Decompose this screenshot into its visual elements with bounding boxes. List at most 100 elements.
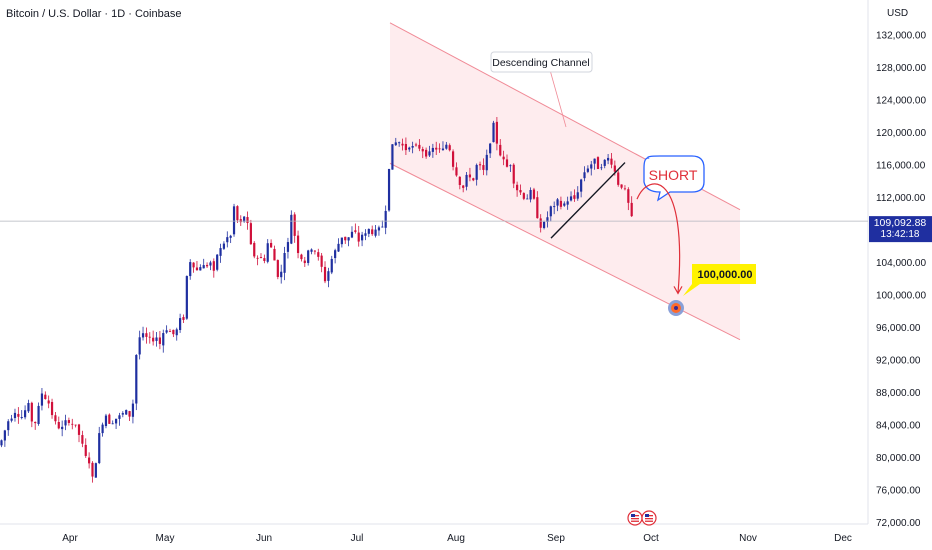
candle-body xyxy=(475,164,478,180)
candle-body xyxy=(526,198,529,200)
candle-body xyxy=(387,168,391,211)
price-axis[interactable]: 72,000.00 76,000.00 80,000.00 84,000.00 88,0… xyxy=(876,31,926,530)
candle-body xyxy=(135,354,138,404)
price-tick-label: 120,000.00 xyxy=(876,128,926,139)
candle-body xyxy=(165,330,168,333)
candle-body xyxy=(384,210,387,228)
candle-body xyxy=(586,168,589,172)
candle-body xyxy=(128,411,131,417)
candle-body xyxy=(381,226,384,228)
price-tick-label: 132,000.00 xyxy=(876,31,926,42)
candle-body xyxy=(485,154,488,171)
time-tick-label: Sep xyxy=(547,533,565,544)
candle-body xyxy=(566,201,569,205)
candle-body xyxy=(576,192,579,199)
candle-body xyxy=(313,250,317,252)
candle-body xyxy=(428,151,431,156)
candle-body xyxy=(451,151,455,167)
candle-body xyxy=(300,254,303,260)
candle-body xyxy=(77,424,81,435)
candle-body xyxy=(152,337,155,342)
candle-body xyxy=(445,144,448,149)
candle-body xyxy=(320,255,323,267)
target-callout[interactable]: 100,000.00 xyxy=(683,264,756,296)
candle-body xyxy=(57,422,60,429)
candle-body xyxy=(580,179,583,192)
candle-body xyxy=(7,421,10,431)
us-flag-icon[interactable] xyxy=(627,510,643,526)
candle-body xyxy=(519,190,522,193)
channel-callout-box[interactable] xyxy=(490,51,593,73)
candle-body xyxy=(505,159,509,167)
candle-body xyxy=(448,145,451,151)
price-tick-label: 124,000.00 xyxy=(876,96,926,107)
candle-body xyxy=(155,337,158,341)
candle-body xyxy=(199,267,202,271)
channel-fill xyxy=(390,22,740,340)
candle-body xyxy=(283,253,286,273)
candle-body xyxy=(263,258,266,261)
candle-body xyxy=(495,121,498,144)
candle-body xyxy=(425,149,428,157)
target-icon[interactable] xyxy=(668,300,684,316)
candle-body xyxy=(431,147,434,152)
candle-body xyxy=(226,237,229,243)
candle-body xyxy=(0,440,3,446)
candle-body xyxy=(64,420,67,426)
candle-body xyxy=(539,218,542,228)
candle-body xyxy=(492,122,495,143)
short-bubble xyxy=(643,155,705,202)
candle-body xyxy=(101,424,104,434)
candle-body xyxy=(290,214,293,244)
price-tick-label: 76,000.00 xyxy=(876,486,921,497)
candle-body xyxy=(627,189,630,203)
candle-body xyxy=(67,420,70,423)
candle-body xyxy=(114,418,118,424)
candle-body xyxy=(502,156,505,160)
projection-arrow[interactable] xyxy=(636,183,681,294)
price-tick-label: 112,000.00 xyxy=(876,193,926,204)
candle-body xyxy=(489,143,492,154)
candle-body xyxy=(276,260,279,277)
candle-body xyxy=(162,333,165,346)
time-tick-label: Apr xyxy=(62,533,78,544)
candle-body xyxy=(71,423,74,425)
candle-body xyxy=(364,233,367,236)
projection-arrowhead xyxy=(673,286,683,295)
time-tick-label: Nov xyxy=(739,533,757,544)
us-flag-icon[interactable] xyxy=(641,510,657,526)
candle-body xyxy=(229,235,232,238)
candle-body xyxy=(462,185,465,188)
rising-trendline[interactable] xyxy=(550,162,626,239)
chart-symbol-title: Bitcoin / U.S. Dollar · 1D · Coinbase xyxy=(6,8,182,20)
candle-body xyxy=(179,318,182,331)
candle-body xyxy=(613,165,616,172)
price-tick-label: 116,000.00 xyxy=(876,161,926,172)
candle-body xyxy=(327,271,330,281)
candle-body xyxy=(61,426,64,430)
candle-body xyxy=(411,145,414,148)
candle-body xyxy=(20,417,23,419)
candle-body xyxy=(344,236,347,241)
candle-body xyxy=(125,410,128,415)
price-tick-label: 88,000.00 xyxy=(876,388,921,399)
candle-body xyxy=(455,167,458,176)
time-tick-label: Jun xyxy=(256,533,272,544)
candle-body xyxy=(394,142,397,146)
currency-label: USD xyxy=(887,8,908,19)
candle-body xyxy=(421,149,424,152)
time-axis[interactable]: Apr May Jun Jul Aug Sep Oct Nov Dec xyxy=(62,533,852,544)
candle-body xyxy=(465,174,468,187)
candle-body xyxy=(546,217,549,222)
candle-body xyxy=(30,402,33,422)
candle-body xyxy=(509,165,512,167)
candle-body xyxy=(131,403,135,417)
candle-body xyxy=(630,202,633,217)
candle-body xyxy=(118,415,121,419)
short-callout[interactable]: SHORT xyxy=(643,155,705,202)
candle-body xyxy=(310,249,313,252)
channel-callout-text: Descending Channel xyxy=(492,57,589,69)
candle-body xyxy=(202,265,205,269)
candle-body xyxy=(216,254,219,270)
